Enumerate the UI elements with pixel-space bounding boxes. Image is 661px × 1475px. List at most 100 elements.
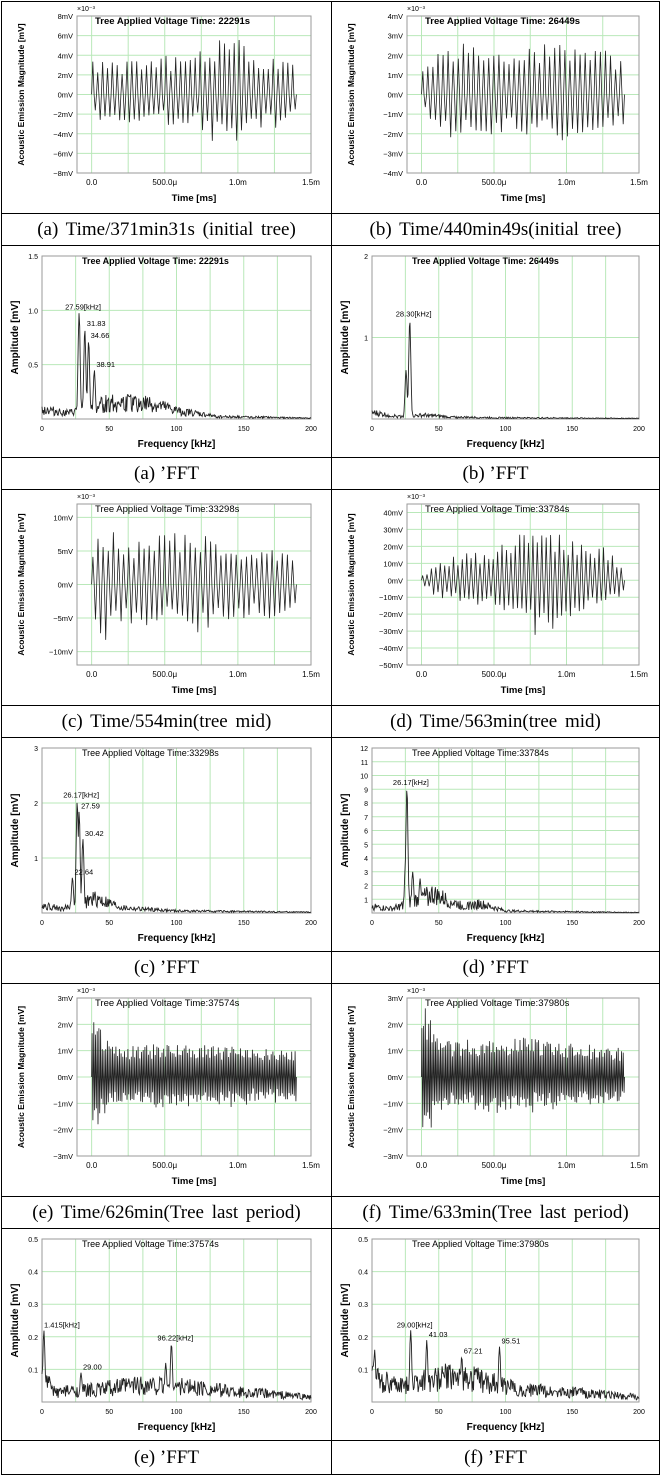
figure-caption: (e) Time/626min(Tree last period) xyxy=(32,1201,301,1223)
y-tick-label: 20mV xyxy=(383,542,403,551)
chart-d-time: 0.0 500.0μ 1.0m 1.5m −50mV −40mV −30mV −20mV −10… xyxy=(346,494,648,696)
y-tick-label: 3mV xyxy=(388,994,403,1003)
chart-title: Tree Applied Voltage Time:33298s xyxy=(82,748,219,758)
x-tick-label: 500.0μ xyxy=(152,1161,177,1170)
x-axis-label: Time [ms] xyxy=(501,193,546,204)
x-tick-label: 1.0m xyxy=(558,670,576,679)
chart-cell-c-fft: 0 50 100 150 200 1 2 3 Tree Applied Voltage Time… xyxy=(2,738,331,951)
signal-series xyxy=(91,39,297,141)
y-tick-label: −1mV xyxy=(383,1099,403,1108)
y-tick-label: −4mV xyxy=(383,169,403,178)
y-tick-label: 2mV xyxy=(58,1020,73,1029)
chart-title: Tree Applied Voltage Time:37574s xyxy=(82,1239,219,1249)
y-tick-label: 40mV xyxy=(383,508,403,517)
plot-frame xyxy=(406,503,640,666)
y-tick-label: −3mV xyxy=(383,149,403,158)
peak-label: 27.59 xyxy=(81,801,100,810)
y-tick-label: −4mV xyxy=(53,130,73,139)
y-tick-label: 0.2 xyxy=(28,1335,38,1342)
y-axis-label: Amplitude [mV] xyxy=(340,1284,351,1358)
y-axis-label: Acoustic Emission Magnitude [mV] xyxy=(346,513,356,655)
y-tick-label: −2mV xyxy=(383,130,403,139)
x-tick-label: 500.0μ xyxy=(482,178,507,187)
y-tick-label: 2 xyxy=(34,801,38,808)
table-border xyxy=(1,489,660,490)
y-tick-label: 6 xyxy=(364,829,368,836)
x-axis-label: Frequency [kHz] xyxy=(138,933,216,944)
y-tick-label: 0.5 xyxy=(28,1237,38,1244)
plot-frame xyxy=(76,503,312,666)
y-tick-label: 0mV xyxy=(388,576,403,585)
signal-series xyxy=(91,532,297,640)
y-tick-label: 6mV xyxy=(58,32,73,41)
peak-label: 95.51 xyxy=(502,1337,521,1346)
y-tick-label: −2mV xyxy=(53,1126,73,1135)
x-tick-label: 0 xyxy=(40,426,44,433)
peak-label: 22.64 xyxy=(74,867,93,876)
scale-note: ×10⁻³ xyxy=(77,988,96,995)
x-tick-label: 150 xyxy=(238,1409,250,1416)
figure-caption: (d) Time/563min(tree mid) xyxy=(390,710,601,732)
chart-title: Tree Applied Voltage Time:37980s xyxy=(412,1239,549,1249)
x-axis-label: Time [ms] xyxy=(172,193,217,204)
signal-series xyxy=(371,322,640,420)
figure-caption: (f) Time/633min(Tree last period) xyxy=(362,1201,629,1223)
y-tick-label: 0mV xyxy=(58,581,73,590)
x-axis-label: Time [ms] xyxy=(172,685,217,696)
y-tick-label: 7 xyxy=(364,815,368,822)
y-tick-label: 3mV xyxy=(58,994,73,1003)
x-tick-label: 200 xyxy=(305,920,317,927)
x-tick-label: 50 xyxy=(105,920,113,927)
x-axis-label: Frequency [kHz] xyxy=(138,1422,216,1433)
y-tick-label: 1mV xyxy=(388,1047,403,1056)
chart-f-fft: 0 50 100 150 200 0.1 0.2 0.3 0.4 0.5 Tree Applied … xyxy=(340,1237,645,1433)
x-tick-label: 200 xyxy=(633,426,645,433)
y-tick-label: −20mV xyxy=(379,610,403,619)
x-tick-label: 50 xyxy=(105,426,113,433)
x-tick-label: 150 xyxy=(238,426,250,433)
x-tick-label: 150 xyxy=(566,920,578,927)
plot-frame xyxy=(406,997,640,1157)
y-tick-label: −10mV xyxy=(49,648,73,657)
x-tick-label: 100 xyxy=(500,1409,512,1416)
peak-label: 28.30[kHz] xyxy=(396,310,432,319)
x-tick-label: 150 xyxy=(566,1409,578,1416)
chart-cell-e-fft: 0 50 100 150 200 0.1 0.2 0.3 0.4 0.5 Tree Applied … xyxy=(2,1229,331,1440)
peak-label: 27.59[kHz] xyxy=(65,303,101,312)
x-tick-label: 500.0μ xyxy=(152,670,177,679)
x-tick-label: 50 xyxy=(435,920,443,927)
scale-note: ×10⁻³ xyxy=(407,988,426,995)
table-border xyxy=(1,1,660,2)
chart-c-fft: 0 50 100 150 200 1 2 3 Tree Applied Voltage Time… xyxy=(10,746,317,944)
scale-note: ×10⁻³ xyxy=(407,494,426,501)
x-tick-label: 500.0μ xyxy=(482,1161,507,1170)
y-axis-label: Acoustic Emission Magnitude [mV] xyxy=(16,23,26,165)
y-tick-label: 2 xyxy=(364,884,368,891)
x-tick-label: 0 xyxy=(40,920,44,927)
plot-frame xyxy=(41,747,312,914)
peak-label: 67.21 xyxy=(464,1346,483,1355)
y-tick-label: 0.3 xyxy=(358,1302,368,1309)
x-tick-label: 100 xyxy=(171,426,183,433)
y-tick-label: 4mV xyxy=(388,12,403,21)
figure-caption: (e) ’FFT xyxy=(134,1446,199,1468)
x-tick-label: 150 xyxy=(238,920,250,927)
scale-note: ×10⁻³ xyxy=(77,6,96,13)
x-tick-label: 200 xyxy=(305,426,317,433)
y-tick-label: 1mV xyxy=(58,1047,73,1056)
peak-label: 96.22[kHz] xyxy=(157,1333,193,1342)
x-tick-label: 1.5m xyxy=(630,670,648,679)
x-tick-label: 100 xyxy=(500,920,512,927)
y-tick-label: −2mV xyxy=(53,110,73,119)
chart-title: Tree Applied Voltage Time: 26449s xyxy=(425,16,580,27)
chart-cell-d-fft: 0 50 100 150 200 1 2 3 4 5 6 7 8 9 10 11 12 Tree Applied … xyxy=(332,738,659,951)
x-tick-label: 0.0 xyxy=(86,178,98,187)
y-tick-label: 3mV xyxy=(388,32,403,41)
y-tick-label: −8mV xyxy=(53,169,73,178)
y-tick-label: 11 xyxy=(361,760,368,767)
y-tick-label: −30mV xyxy=(379,627,403,636)
x-tick-label: 0.0 xyxy=(416,1161,428,1170)
table-border xyxy=(1,245,660,246)
x-tick-label: 0 xyxy=(370,920,374,927)
